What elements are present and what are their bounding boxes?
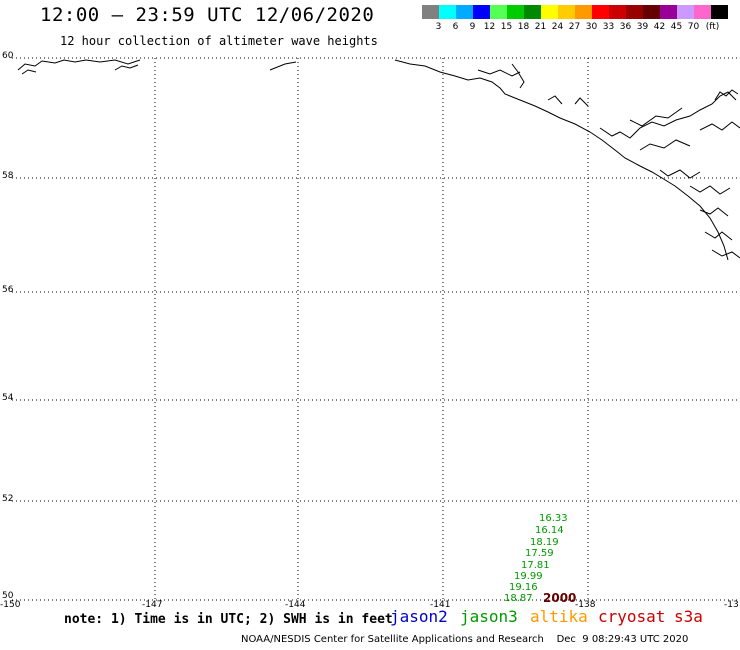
scale-swatch [626, 5, 643, 19]
swh-value: 19.16 [509, 582, 538, 593]
scale-swatch [558, 5, 575, 19]
legend-altika: altika [530, 607, 588, 626]
scale-swatch [677, 5, 694, 19]
grid-lines [12, 57, 740, 601]
scale-swatch [592, 5, 609, 19]
lon-label: -13 [724, 600, 739, 610]
scale-swatch [524, 5, 541, 19]
scale-swatch [507, 5, 524, 19]
lat-label: 52 [2, 494, 14, 504]
lon-label: -144 [285, 600, 306, 610]
lat-label: 60 [2, 51, 14, 61]
lat-label: 56 [2, 285, 14, 295]
swh-value: 17.59 [525, 548, 554, 559]
scale-label: 9 [469, 22, 476, 32]
scale-swatch [541, 5, 558, 19]
scale-label: 15 [500, 22, 513, 32]
scale-swatch [422, 5, 439, 19]
legend-s3a: s3a [674, 607, 703, 626]
scale-label: 45 [670, 22, 683, 32]
lat-label: 58 [2, 171, 14, 181]
scale-swatch [575, 5, 592, 19]
scale-label: 42 [653, 22, 666, 32]
scale-label: 30 [585, 22, 598, 32]
scale-label: 21 [534, 22, 547, 32]
swh-value: 18.19 [530, 537, 559, 548]
scale-swatch [456, 5, 473, 19]
lon-label: -141 [430, 600, 451, 610]
footer-note: note: 1) Time is in UTC; 2) SWH is in fe… [64, 612, 393, 627]
scale-label: 39 [636, 22, 649, 32]
coastline [17, 59, 740, 261]
page-subtitle: 12 hour collection of altimeter wave hei… [60, 34, 378, 48]
scale-swatch [643, 5, 660, 19]
lon-label: -147 [142, 600, 163, 610]
swh-value: 16.14 [535, 525, 564, 536]
pass-time-label: 2000 [543, 591, 577, 605]
scale-label: 24 [551, 22, 564, 32]
scale-label: 33 [602, 22, 615, 32]
scale-label: (ft) [705, 22, 720, 32]
scale-swatch [694, 5, 711, 19]
scale-label: 3 [435, 22, 442, 32]
legend-cryosat: cryosat [598, 607, 666, 626]
swh-value: 18.87 [504, 593, 533, 604]
scale-label: 27 [568, 22, 581, 32]
swh-value: 17.81 [521, 560, 550, 571]
scale-label: 6 [452, 22, 459, 32]
page-title: 12:00 – 23:59 UTC 12/06/2020 [40, 4, 375, 26]
lon-label: -150 [0, 600, 21, 610]
swh-value: 16.33 [539, 513, 568, 524]
swh-value: 19.99 [514, 571, 543, 582]
scale-label: 70 [687, 22, 700, 32]
scale-label: 18 [517, 22, 530, 32]
scale-swatch [439, 5, 456, 19]
lon-label: -138 [575, 600, 596, 610]
scale-swatch [609, 5, 626, 19]
legend-jason3: jason3 [460, 607, 518, 626]
lat-label: 50 [2, 591, 14, 601]
legend-jason2: jason2 [390, 607, 448, 626]
scale-label: 12 [483, 22, 496, 32]
scale-swatch [473, 5, 490, 19]
scale-swatch [490, 5, 507, 19]
scale-swatch [711, 5, 728, 19]
scale-label: 36 [619, 22, 632, 32]
lat-label: 54 [2, 393, 14, 403]
footer-credit: NOAA/NESDIS Center for Satellite Applica… [241, 634, 689, 645]
scale-swatch [660, 5, 677, 19]
